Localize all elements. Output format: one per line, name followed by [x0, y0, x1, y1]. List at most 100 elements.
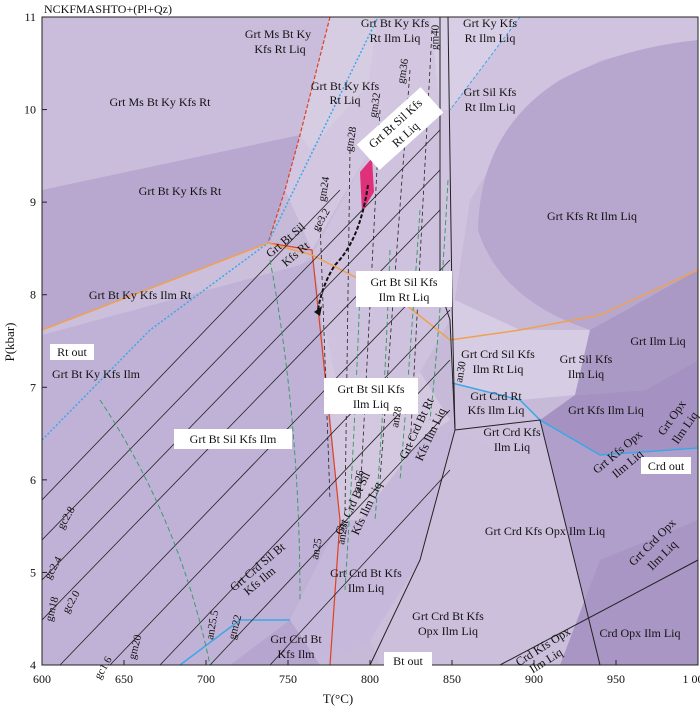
an-isopleth	[344, 289, 361, 591]
boundary-line-4	[499, 559, 698, 665]
field-label: Grt Bt Sil Kfs	[370, 275, 437, 289]
field-label: Grt Crd Bt	[270, 632, 322, 646]
y-tick-label: 8	[30, 288, 36, 302]
x-tick-label: 800	[361, 672, 379, 686]
gc-isopleth	[42, 189, 341, 501]
label-box	[50, 344, 94, 360]
field-label: Grt Crd Kfs	[483, 425, 541, 439]
biotite-out-label: Bt out	[393, 654, 423, 668]
field-grt-crd-bt-kfs-ilm-liq	[290, 430, 455, 665]
label-box	[356, 271, 452, 307]
field-label: Grt Crd Bt Kfs	[330, 566, 402, 580]
x-axis-title: T(°C)	[323, 691, 353, 706]
field-label: Kfs Ilm Liq	[468, 403, 525, 417]
field-label: Ilm Liq	[568, 367, 604, 381]
reaction-line-blue-lower	[179, 619, 290, 665]
field-label: Grt Crd Sil Kfs	[461, 347, 535, 361]
field-label: Kfs Rt Liq	[254, 42, 305, 56]
field-label: Grt Bt Ky Kfs Ilm	[52, 367, 141, 381]
y-tick-label: 4	[30, 658, 36, 672]
an-label: an26	[351, 469, 367, 493]
kyanite-sillimanite-line	[42, 17, 379, 441]
gm-label: gm36	[395, 57, 411, 84]
gm-label: gm32	[367, 92, 383, 119]
field-grt-crd-rt-kfs-ilm-liq	[452, 383, 540, 460]
field-label: Grt Ms Bt Ky	[245, 27, 311, 41]
x-tick-label: 950	[607, 672, 625, 686]
field-label: Grt Bt Ky Kfs	[361, 16, 430, 30]
an-label: an25.5	[204, 609, 221, 641]
field-label: Grt Sil Kfs	[560, 352, 613, 366]
field-label: Crd Opx Ilm Liq	[600, 626, 681, 640]
field-label: Ilm Liq	[353, 397, 389, 411]
field-grt-bt-ky-kfs-ilm-rt	[42, 243, 312, 335]
field-label: Kfs Ilm	[278, 647, 316, 661]
field-grt-sil-kfs-rt-ilm-liq	[440, 17, 698, 320]
boundary-line-5	[449, 17, 521, 111]
an-isopleth	[99, 399, 211, 665]
an-label: an25	[309, 537, 325, 561]
field-label: Grt Bt Ky Kfs Rt	[139, 184, 222, 198]
x-axis: 600 650 700 750 800 850 900 950 1 000	[33, 660, 700, 686]
label-box	[384, 652, 432, 669]
label-box	[174, 429, 292, 449]
field-label: Grt Bt Sil Kfs	[337, 382, 404, 396]
field-label: Ilm Liq	[348, 581, 384, 595]
y-tick-label: 7	[30, 380, 36, 394]
field-label: Grt Sil Kfs	[464, 85, 517, 99]
gc-isopleth	[42, 129, 441, 541]
field-label: Grt Ms Bt Ky Kfs Rt	[109, 95, 211, 109]
x-tick-label: 900	[525, 672, 543, 686]
an-label: an30	[453, 360, 469, 384]
field-grt-sil-kfs-ilm-liq	[575, 270, 698, 395]
field-grt-crd-bt-kfs-ilm	[230, 620, 320, 665]
an-isopleth	[429, 179, 449, 421]
field-label: Opx Ilm Liq	[418, 624, 478, 638]
field-grt-kfs-rt-ilm-liq	[478, 40, 698, 330]
field-grt-crd-sil-kfs-ilm-rt-liq	[450, 300, 590, 400]
y-tick-label: 9	[30, 195, 36, 209]
gm-isopleth	[319, 219, 331, 501]
boxed-field-labels: Grt Bt Sil Kfs Rt Liq Grt Bt Sil Kfs Ilm…	[324, 87, 452, 414]
field-grt-ky-kfs-rt-ilm-liq	[430, 17, 520, 110]
field-label: Grt Bt Ky Kfs	[311, 79, 380, 93]
field-grt-kfs-ilm-liq	[540, 360, 698, 455]
an-isopleth	[269, 259, 301, 601]
gc-isopleth	[59, 259, 451, 665]
y-tick-label: 5	[30, 565, 36, 579]
field-grt-bt-ky-kfs-rt	[42, 135, 300, 330]
field-label: Grt Bt Ky Kfs Ilm Rt	[89, 288, 192, 302]
field-grt-bt-sil-kfs-ilm	[42, 258, 340, 665]
gc-isopleth	[109, 309, 451, 665]
boundary-line-1	[369, 17, 456, 665]
pt-path-arrowhead	[314, 306, 322, 316]
field-label: Rt Ilm Liq	[465, 31, 516, 45]
y-axis-title: P(kbar)	[2, 323, 17, 362]
field-grt-crd-kfs-opx-ilm-liq	[370, 420, 600, 665]
x-tick-label: 850	[443, 672, 461, 686]
label-box	[324, 378, 418, 414]
y-tick-label: 11	[24, 10, 36, 24]
x-tick-label: 750	[279, 672, 297, 686]
x-tick-label: 650	[115, 672, 133, 686]
field-label: Rt Ilm Liq	[465, 100, 516, 114]
field-grt-bt-sil-kfs-ilm-rt-liq	[312, 110, 450, 400]
boundary-line-3	[454, 419, 601, 665]
field-label: Grt Ilm Liq	[630, 334, 685, 348]
gm-label: gm24	[316, 175, 332, 202]
an-label: an25	[335, 522, 351, 546]
y-tick-label: 6	[30, 473, 36, 487]
reaction-line-red-1	[267, 17, 331, 244]
chart-title: NCKFMASHTO+(Pl+Qz)	[44, 2, 172, 16]
field-label: Grt Kfs Rt Ilm Liq	[547, 209, 637, 223]
gm-label: gm28	[343, 125, 359, 152]
an-label: an28	[389, 405, 405, 429]
field-label: Grt Ky Kfs	[463, 16, 517, 30]
field-grt-ms-bt-ky-kfs-rt-liq	[300, 17, 378, 150]
field-label: Grt Kfs Ilm Liq	[568, 403, 644, 417]
field-label: Ilm Liq	[494, 440, 530, 454]
field-label: Grt Crd Kfs Opx Ilm Liq	[485, 524, 605, 538]
x-tick-label: 700	[197, 672, 215, 686]
label-box	[356, 87, 444, 170]
